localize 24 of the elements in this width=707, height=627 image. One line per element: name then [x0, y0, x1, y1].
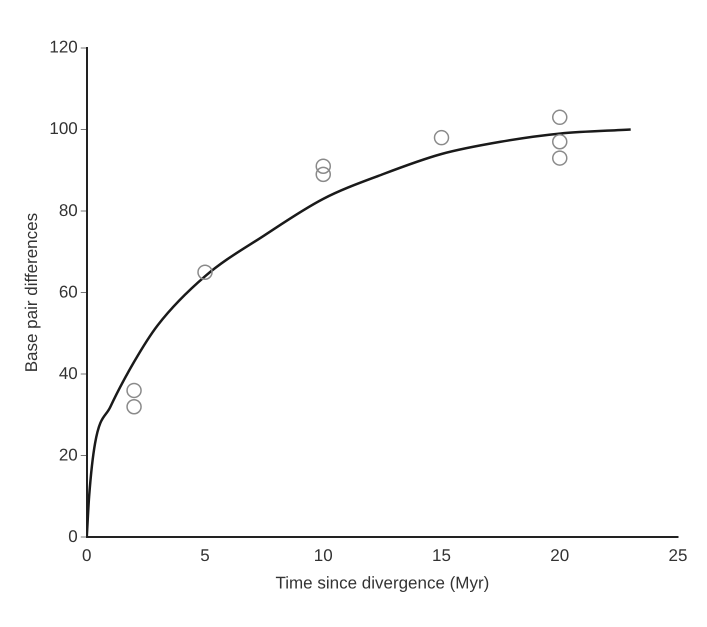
x-tick-label: 10	[314, 546, 333, 566]
y-tick-label: 20	[58, 445, 78, 464]
point	[316, 158, 332, 174]
y-tick-label: 120	[49, 38, 78, 57]
x-tick-label: 5	[200, 546, 210, 566]
point	[552, 150, 568, 166]
y-tick-label: 60	[58, 282, 78, 302]
x-axis-title: Time since divergence (Myr)	[275, 573, 490, 592]
y-tick-label: 100	[49, 119, 78, 138]
y-tick-label: 80	[58, 200, 78, 220]
point	[126, 398, 142, 414]
point	[434, 130, 450, 146]
y-axis-title: Base pair differences	[22, 212, 41, 372]
y-tick-label: 40	[58, 364, 78, 383]
point	[552, 134, 568, 150]
point	[316, 166, 332, 182]
point	[552, 110, 568, 126]
x-tick-label: 25	[668, 546, 688, 566]
x-tick-label: 15	[432, 546, 451, 566]
point	[197, 264, 213, 280]
x-tick-label: 0	[82, 546, 92, 566]
y-tick-label: 0	[68, 526, 78, 546]
point	[126, 382, 142, 398]
x-tick-label: 20	[550, 546, 570, 566]
